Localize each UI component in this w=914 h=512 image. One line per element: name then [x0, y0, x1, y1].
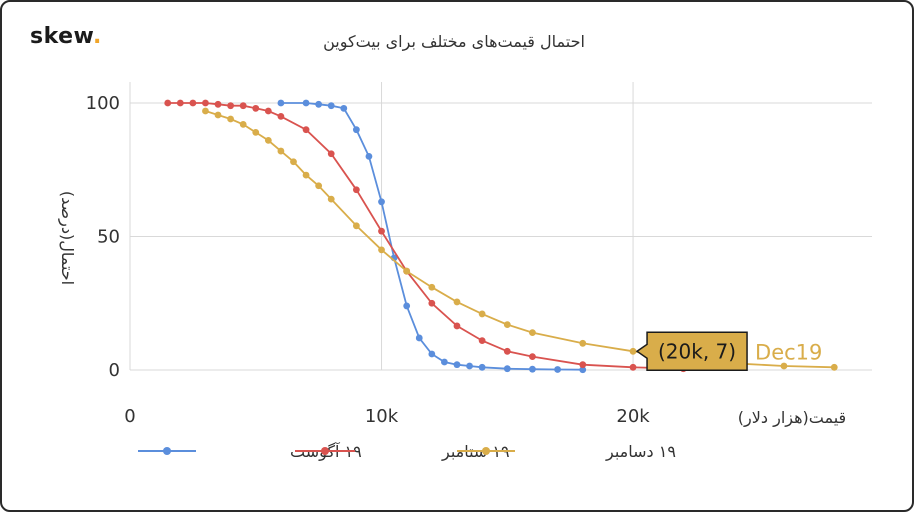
data-point-dec	[453, 298, 461, 306]
data-point-aug	[466, 362, 473, 370]
data-point-sep	[428, 299, 436, 307]
data-point-dec	[780, 362, 788, 370]
data-point-aug	[503, 365, 511, 373]
data-point-sep	[214, 100, 222, 108]
x-tick-label: 0	[124, 406, 135, 427]
legend-label-dec: ۱۹ دسامبر	[605, 442, 676, 462]
data-point-sep	[164, 99, 172, 107]
x-axis-title: قیمت(هزار دلار)	[738, 408, 846, 428]
data-point-sep	[503, 347, 511, 355]
data-point-aug	[277, 99, 285, 107]
data-point-dec	[277, 147, 285, 155]
data-point-aug	[428, 350, 436, 358]
data-point-aug	[302, 99, 310, 107]
x-tick-label: 10k	[365, 406, 399, 427]
axis-ticks: 0 50 100 0 10k 20k	[86, 93, 651, 427]
legend-marker-aug	[163, 447, 171, 455]
grid-lines	[129, 82, 872, 371]
data-point-aug	[327, 102, 335, 110]
data-point-sep	[302, 126, 310, 134]
data-point-aug	[365, 153, 373, 160]
data-point-sep	[629, 363, 637, 371]
data-point-dec	[378, 246, 385, 254]
data-point-dec	[252, 128, 260, 136]
data-point-sep	[252, 104, 260, 112]
data-point-aug	[441, 358, 448, 366]
y-tick-label: 0	[109, 360, 120, 381]
y-axis-title: احتمال(درصد)	[57, 191, 77, 285]
data-point-sep	[176, 99, 184, 107]
data-point-dec	[830, 363, 838, 371]
data-point-aug	[478, 363, 486, 371]
data-point-aug	[315, 100, 323, 108]
data-point-dec	[302, 171, 310, 179]
data-point-aug	[403, 302, 411, 310]
data-point-sep	[453, 322, 461, 330]
skew-logo: skew.	[30, 24, 102, 49]
data-point-sep	[264, 107, 272, 115]
data-point-dec	[214, 111, 222, 119]
data-point-dec	[529, 329, 536, 337]
data-point-dec	[478, 310, 486, 318]
data-point-dec	[403, 267, 411, 275]
data-point-sep	[529, 353, 536, 361]
data-point-dec	[227, 115, 235, 123]
data-point-aug	[340, 104, 348, 112]
data-point-dec	[264, 136, 272, 144]
tooltip-series-label: Dec19	[755, 340, 822, 364]
data-point-aug	[554, 366, 561, 373]
tooltip-box	[635, 331, 748, 372]
data-point-aug	[529, 365, 536, 373]
tooltip-value: (20k, 7)	[658, 339, 736, 363]
data-point-dec	[579, 339, 587, 347]
data-point-sep	[579, 361, 587, 369]
data-point-sep	[277, 112, 285, 120]
data-point-sep	[478, 337, 486, 345]
data-point-dec	[202, 107, 209, 115]
data-point-sep	[378, 227, 385, 235]
data-point-dec	[327, 195, 335, 203]
legend-marker-sep	[321, 447, 329, 455]
data-point-aug	[378, 198, 385, 206]
data-point-aug	[579, 366, 587, 374]
x-tick-label: 20k	[616, 406, 650, 427]
data-point-sep	[202, 99, 209, 107]
data-point-sep	[227, 102, 235, 110]
data-point-dec	[428, 283, 436, 291]
data-point-dec	[629, 347, 637, 355]
series-line-dec	[205, 110, 835, 369]
tooltip: (20k, 7) Dec19	[635, 331, 822, 372]
data-point-dec	[352, 222, 360, 230]
y-tick-label: 50	[97, 227, 120, 248]
data-point-dec	[503, 321, 511, 329]
data-point-sep	[327, 150, 335, 158]
data-point-sep	[239, 102, 247, 110]
data-point-aug	[352, 126, 360, 134]
data-point-aug	[415, 334, 423, 342]
data-point-aug	[453, 361, 461, 369]
legend-marker-dec	[482, 447, 490, 455]
legend: ۱۹ آگوست ۱۹ ستامبر ۱۹ دسامبر	[138, 442, 676, 462]
data-point-dec	[290, 158, 297, 166]
y-tick-label: 100	[86, 93, 120, 114]
series-line-sep	[167, 102, 684, 370]
data-point-dec	[315, 182, 323, 190]
data-point-sep	[352, 186, 360, 194]
chart-title: احتمال قیمت‌های مختلف برای بیت‌کوین	[323, 32, 585, 51]
data-point-sep	[189, 99, 197, 107]
data-point-dec	[239, 120, 247, 128]
